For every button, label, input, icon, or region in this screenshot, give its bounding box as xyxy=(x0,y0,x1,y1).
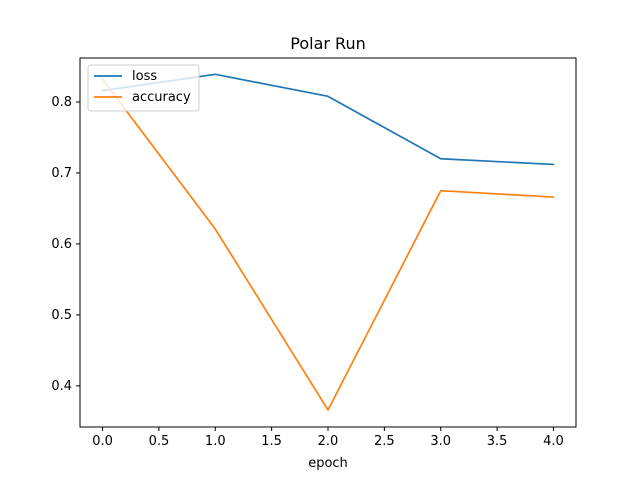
plot-area xyxy=(79,57,577,428)
legend-label: accuracy xyxy=(132,90,191,105)
x-tick-label: 1.0 xyxy=(205,434,226,449)
y-tick-label: 0.7 xyxy=(51,166,72,181)
chart-title: Polar Run xyxy=(290,34,365,53)
legend-label: loss xyxy=(132,69,157,84)
series-line-accuracy xyxy=(101,78,555,411)
x-tick-label: 4.0 xyxy=(543,434,564,449)
x-tick-label: 2.5 xyxy=(374,434,395,449)
x-axis: 0.0 0.5 1.0 1.5 2.0 2.5 3.0 3.5 4.0 xyxy=(92,427,564,449)
y-tick-label: 0.5 xyxy=(51,308,72,323)
y-tick-label: 0.4 xyxy=(51,379,72,394)
x-tick-label: 3.5 xyxy=(487,434,508,449)
y-axis: 0.4 0.5 0.6 0.7 0.8 xyxy=(51,95,80,394)
x-tick-label: 1.5 xyxy=(261,434,282,449)
x-tick-label: 3.0 xyxy=(430,434,451,449)
x-tick-label: 0.0 xyxy=(92,434,113,449)
y-tick-label: 0.6 xyxy=(51,237,72,252)
legend: loss accuracy xyxy=(87,64,200,112)
x-tick-label: 0.5 xyxy=(149,434,170,449)
x-tick-label: 2.0 xyxy=(318,434,339,449)
x-axis-title: epoch xyxy=(308,456,348,471)
y-tick-label: 0.8 xyxy=(51,95,72,110)
